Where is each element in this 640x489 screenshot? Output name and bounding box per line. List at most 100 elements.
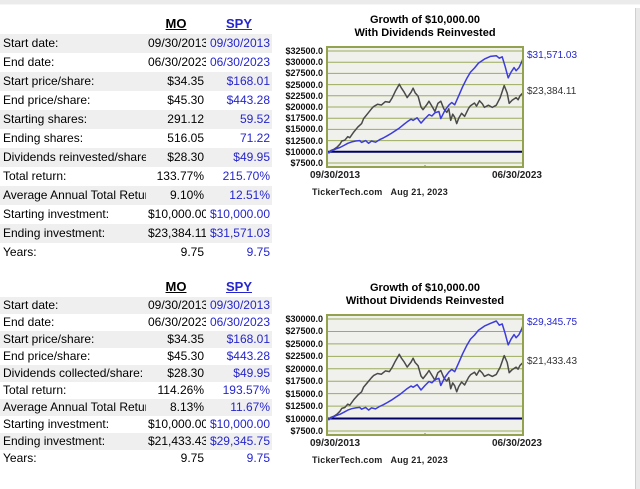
credit-date: Aug 21, 2023 bbox=[390, 187, 448, 197]
mo-value: 09/30/2013 bbox=[146, 34, 206, 53]
y-axis-label: $7500.0 bbox=[290, 158, 323, 168]
row-label: Total return: bbox=[3, 383, 67, 397]
spy-value: 71.22 bbox=[239, 131, 270, 145]
row-label: Ending investment: bbox=[0, 224, 146, 243]
row-label: Ending shares: bbox=[3, 131, 84, 145]
table-header-row: MO SPY bbox=[0, 275, 272, 297]
row-label: Years: bbox=[3, 451, 37, 465]
table-row: End price/share: $45.30 $443.28 bbox=[0, 348, 272, 365]
content: MO SPY Start date: 09/30/2013 09/30/2013 End … bbox=[0, 5, 634, 467]
table-row: Dividends collected/share: $28.30 $49.95 bbox=[0, 365, 272, 382]
table-row: Total return: 133.77% 215.70% bbox=[0, 167, 272, 186]
chart-body: $30000.0 $27500.0 $25000.0 $22500.0 $20000.0… bbox=[280, 314, 634, 436]
spy-value: $168.01 bbox=[206, 72, 272, 91]
mo-value: $28.30 bbox=[146, 365, 206, 382]
y-axis-label: $30000.0 bbox=[285, 314, 323, 324]
mo-header-link[interactable]: MO bbox=[165, 279, 187, 294]
table-row: Starting shares: 291.12 59.52 bbox=[0, 110, 272, 129]
y-axis-label: $32500.0 bbox=[285, 46, 323, 56]
x-axis-labels: 09/30/2013 06/30/2023 bbox=[310, 438, 542, 449]
y-axis-label: $12500.0 bbox=[285, 135, 323, 146]
spy-value: 9.75 bbox=[246, 451, 270, 465]
right-scrollbar-strip[interactable] bbox=[635, 8, 640, 489]
table-column-2: MO SPY Start date: 09/30/2013 09/30/2013 End … bbox=[0, 273, 280, 467]
chart-title-line1: Growth of $10,000.00 bbox=[369, 282, 481, 294]
y-axis-label: $22500.0 bbox=[285, 90, 323, 101]
mo-value: 291.12 bbox=[146, 110, 206, 129]
y-axis-label: $27500.0 bbox=[285, 68, 323, 79]
table-row: Average Annual Total Return: 8.13% 11.67% bbox=[0, 399, 272, 416]
y-axis-label: $15000.0 bbox=[285, 124, 323, 135]
mo-end-value-label: $23,384.11 bbox=[527, 86, 577, 98]
x-axis-label-start: 09/30/2013 bbox=[310, 170, 361, 181]
table-row: Dividends reinvested/share: $28.30 $49.95 bbox=[0, 148, 272, 167]
mo-value: 06/30/2023 bbox=[148, 55, 206, 69]
row-label: Average Annual Total Return: bbox=[0, 186, 146, 205]
metrics-table-with-dividends: MO SPY Start date: 09/30/2013 09/30/2013 End … bbox=[0, 12, 272, 262]
top-scrollbar-strip[interactable] bbox=[0, 0, 640, 5]
section-without-dividends: MO SPY Start date: 09/30/2013 09/30/2013 End … bbox=[0, 273, 634, 467]
chart-title-line2: Without Dividends Reinvested bbox=[345, 295, 505, 307]
spy-value: 9.75 bbox=[246, 245, 270, 259]
mo-value: 8.13% bbox=[146, 399, 206, 416]
spy-value: 12.51% bbox=[206, 186, 272, 205]
metrics-table-without-dividends: MO SPY Start date: 09/30/2013 09/30/2013 End … bbox=[0, 275, 272, 467]
spy-value: $49.95 bbox=[206, 148, 272, 167]
mo-value: 09/30/2013 bbox=[146, 297, 206, 314]
mo-end-value-label: $21,433.43 bbox=[527, 356, 578, 368]
table-row: Average Annual Total Return: 9.10% 12.51% bbox=[0, 186, 272, 205]
row-label: Starting shares: bbox=[0, 110, 146, 129]
chart-title-line1: Growth of $10,000.00 bbox=[369, 14, 481, 26]
table-row: Ending shares: 516.05 71.22 bbox=[0, 129, 272, 148]
row-label: Years: bbox=[3, 245, 37, 259]
row-label: End price/share: bbox=[3, 93, 91, 107]
mo-header-link[interactable]: MO bbox=[165, 16, 187, 31]
mo-value: 06/30/2023 bbox=[148, 315, 206, 329]
mo-value: 133.77% bbox=[156, 169, 204, 183]
spy-header-link[interactable]: SPY bbox=[225, 279, 252, 294]
row-label: Total return: bbox=[3, 169, 67, 183]
y-axis-label: $25000.0 bbox=[285, 338, 323, 349]
table-row: End price/share: $45.30 $443.28 bbox=[0, 91, 272, 110]
mo-value: $45.30 bbox=[167, 349, 204, 363]
y-axis-labels: $32500.0 $30000.0 $27500.0 $25000.0 $22500.0… bbox=[280, 46, 326, 168]
y-axis-label: $10000.0 bbox=[285, 146, 323, 157]
mo-value: 9.75 bbox=[180, 451, 204, 465]
mo-header-cell: MO bbox=[146, 12, 206, 34]
y-axis-label: $20000.0 bbox=[285, 102, 323, 112]
spy-value: 193.57% bbox=[222, 383, 270, 397]
x-axis-label-end: 06/30/2023 bbox=[491, 438, 542, 449]
spy-end-value-label: $31,571.03 bbox=[527, 49, 578, 61]
spy-value: 215.70% bbox=[222, 169, 270, 183]
chart-plot bbox=[326, 314, 524, 436]
table-row: Start date: 09/30/2013 09/30/2013 bbox=[0, 34, 272, 53]
mo-value: $34.35 bbox=[146, 72, 206, 91]
chart-title: Growth of $10,000.00 Without Dividends Re… bbox=[326, 282, 524, 308]
mo-value: $10,000.00 bbox=[148, 417, 206, 431]
mo-value: $21,433.43 bbox=[146, 433, 206, 450]
chart-svg bbox=[326, 46, 524, 168]
table-row: End date: 06/30/2023 06/30/2023 bbox=[0, 314, 272, 331]
credit-site: TickerTech.com bbox=[312, 187, 383, 197]
spy-value: $443.28 bbox=[226, 93, 270, 107]
section-with-dividends: MO SPY Start date: 09/30/2013 09/30/2013 End … bbox=[0, 5, 634, 273]
series-end-labels: $29,345.75 $21,433.43 bbox=[527, 314, 627, 436]
spy-value: 09/30/2013 bbox=[206, 297, 272, 314]
spy-value: $443.28 bbox=[226, 349, 270, 363]
chart-title: Growth of $10,000.00 With Dividends Reinv… bbox=[326, 14, 524, 40]
y-axis-label: $20000.0 bbox=[285, 363, 323, 374]
row-label: Dividends collected/share: bbox=[0, 365, 146, 382]
spy-header-link[interactable]: SPY bbox=[225, 16, 252, 31]
y-axis-label: $30000.0 bbox=[285, 57, 323, 68]
y-axis-label: $27500.0 bbox=[285, 326, 323, 337]
row-label: Starting investment: bbox=[3, 417, 110, 431]
mo-value: $45.30 bbox=[167, 93, 204, 107]
spy-end-value-label: $29,345.75 bbox=[527, 316, 578, 328]
row-label: Start price/share: bbox=[0, 331, 146, 348]
table-row: Start date: 09/30/2013 09/30/2013 bbox=[0, 297, 272, 314]
chart-column-1: Growth of $10,000.00 With Dividends Reinv… bbox=[280, 5, 634, 197]
y-axis-label: $7500.0 bbox=[290, 426, 323, 436]
y-axis-labels: $30000.0 $27500.0 $25000.0 $22500.0 $20000.0… bbox=[280, 314, 326, 436]
mo-value: $10,000.00 bbox=[148, 207, 206, 221]
